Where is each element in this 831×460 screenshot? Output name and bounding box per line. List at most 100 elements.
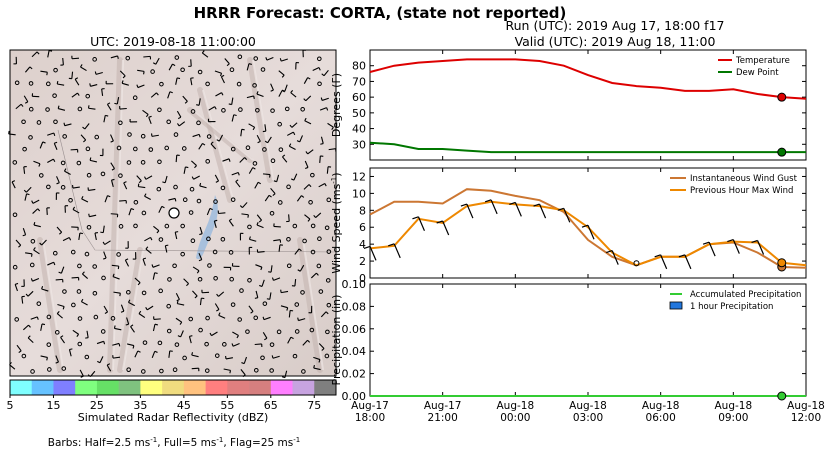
wind-barb-flag — [36, 316, 39, 320]
wind-barb-flag — [56, 80, 59, 85]
calm-barb — [221, 108, 226, 113]
wind-barb — [47, 158, 54, 163]
wind-barb-flag — [26, 193, 30, 196]
legend-label: Temperature — [735, 56, 790, 66]
wind-barb — [218, 291, 225, 297]
wind-barb — [99, 356, 104, 363]
calm-barb — [30, 369, 35, 374]
calm-barb — [118, 173, 123, 178]
legend-label: 1 hour Precipitation — [690, 302, 773, 312]
calm-barb — [71, 302, 76, 308]
calm-barb — [317, 81, 322, 87]
wind-barb-flag — [363, 245, 371, 249]
x-tick-label: 18:00 — [355, 412, 385, 424]
wind-barb-flag — [216, 293, 219, 297]
y-tick-label: 8 — [359, 204, 366, 217]
wind-barb — [137, 69, 145, 72]
wind-barb — [142, 109, 149, 115]
wind-barb-flag — [290, 89, 294, 93]
wind-barb-flag — [23, 189, 27, 193]
wind-barb — [305, 95, 312, 102]
wind-barb-flag — [152, 62, 157, 65]
wind-barb-flag — [48, 49, 53, 52]
wind-barb — [64, 170, 71, 176]
wind-barb — [112, 342, 120, 346]
wind-barb-flag — [102, 241, 106, 245]
wind-barb — [151, 134, 159, 137]
wind-barb-flag — [111, 168, 115, 171]
calm-barb — [326, 197, 332, 203]
x-tick-label: 06:00 — [646, 412, 676, 424]
wind-barb-flag — [326, 107, 329, 111]
wind-barb — [142, 258, 146, 266]
y-axis-label: Degrees (F) — [330, 73, 343, 137]
wind-barb — [490, 199, 498, 215]
wind-barb — [96, 340, 104, 345]
wind-barb — [62, 237, 70, 242]
wind-barb-flag — [82, 126, 86, 130]
wind-barb-flag — [46, 357, 48, 361]
wind-barb — [193, 175, 200, 180]
wind-barb-flag — [324, 183, 327, 187]
wind-barb-flag — [194, 165, 197, 169]
precipitation-panel: 0.00 0.02 0.04 0.06 0.08 0.10 Precipitation (i… — [330, 278, 825, 424]
wind-barb — [89, 214, 97, 218]
calm-barb — [141, 369, 146, 374]
calm-barb — [132, 95, 138, 100]
wind-barb — [466, 203, 474, 219]
wind-barb — [144, 195, 151, 201]
wind-barb — [318, 182, 326, 188]
reflectivity-colorbar: 5 15 25 35 45 55 65 75 — [7, 379, 337, 412]
calm-barb — [220, 185, 226, 191]
current-value-marker — [777, 92, 787, 102]
wind-barb-flag — [22, 234, 26, 237]
x-tick-label: 12:00 — [791, 412, 821, 424]
ridge-highlight — [122, 249, 144, 371]
wind-barb — [280, 305, 288, 309]
wind-barb — [57, 303, 65, 308]
barbs-legend-note: Barbs: Half=2.5 ms-1, Full=5 ms-1, Flag=… — [48, 436, 301, 449]
calm-barb — [229, 67, 235, 72]
wind-barb — [47, 50, 50, 58]
ridge-highlight — [302, 239, 324, 371]
wind-barb — [210, 143, 217, 150]
wind-barb-flag — [214, 219, 218, 222]
colorbar-swatch — [75, 380, 98, 395]
wind-barb-flag — [122, 75, 126, 79]
wind-barb — [94, 232, 97, 241]
wind-barb — [84, 123, 90, 130]
wind-barb — [62, 57, 64, 66]
calm-barb — [157, 107, 162, 113]
wind-barb-flag — [235, 179, 239, 183]
lake — [196, 195, 218, 260]
wind-barb-flag — [112, 273, 115, 277]
calm-barb — [140, 133, 146, 139]
y-tick-label: 0.04 — [342, 345, 367, 358]
wind-panel: 0 2 4 6 8 10 12 Wind Speed (ms-1) Instantaneous … — [330, 167, 807, 285]
calm-barb — [206, 134, 212, 139]
wind-barb-flag — [59, 231, 63, 235]
wind-barb-flag — [228, 103, 232, 106]
wind-barb-flag — [259, 284, 263, 287]
wind-barb-flag — [257, 181, 262, 185]
wind-barb-flag — [271, 355, 274, 359]
wind-barb-flag — [305, 166, 309, 170]
wind-barb — [660, 254, 668, 270]
calm-barb — [302, 238, 307, 244]
wind-barb — [255, 290, 259, 298]
wind-barb — [313, 356, 321, 361]
wind-barb — [31, 51, 38, 58]
wind-barb — [296, 195, 302, 202]
wind-barbs — [8, 49, 337, 379]
wind-barb — [138, 186, 146, 189]
wind-barb-flag — [244, 157, 248, 161]
wind-barb-flag — [252, 127, 256, 131]
wind-barb — [103, 115, 106, 123]
wind-barb-flag — [509, 201, 516, 205]
y-tick-label: 6 — [359, 221, 366, 234]
calm-barb — [292, 223, 298, 229]
wind-barb — [254, 343, 262, 346]
wind-barb-flag — [111, 178, 115, 181]
wind-barb — [246, 95, 254, 99]
calm-barb — [133, 223, 138, 229]
